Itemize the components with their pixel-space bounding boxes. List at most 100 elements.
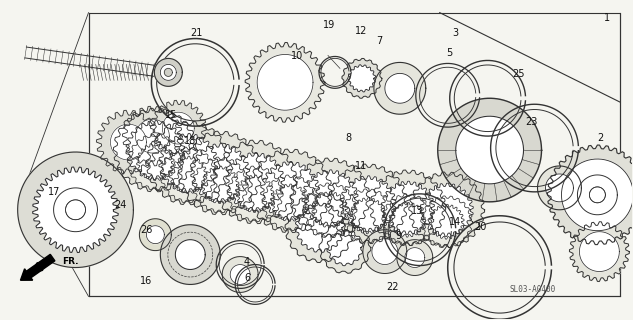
Polygon shape: [33, 167, 118, 252]
Circle shape: [257, 54, 313, 110]
Polygon shape: [429, 204, 464, 239]
Polygon shape: [382, 194, 434, 245]
Polygon shape: [438, 98, 541, 202]
Polygon shape: [342, 59, 382, 98]
Polygon shape: [350, 198, 386, 234]
Polygon shape: [319, 222, 371, 273]
Polygon shape: [160, 147, 216, 203]
Polygon shape: [159, 133, 218, 192]
Polygon shape: [577, 175, 617, 215]
Polygon shape: [546, 174, 573, 202]
Text: 6: 6: [244, 273, 250, 283]
Polygon shape: [151, 100, 206, 156]
Text: 22: 22: [386, 283, 399, 292]
Text: 4: 4: [244, 257, 250, 267]
Polygon shape: [146, 226, 165, 244]
Circle shape: [579, 232, 619, 271]
Bar: [89, 13, 620, 296]
Polygon shape: [370, 170, 446, 245]
FancyArrow shape: [20, 254, 55, 280]
Polygon shape: [179, 131, 262, 215]
Polygon shape: [589, 187, 605, 203]
Polygon shape: [192, 157, 248, 213]
Polygon shape: [222, 257, 258, 292]
Text: 21: 21: [191, 28, 203, 37]
Text: 20: 20: [475, 222, 487, 232]
Text: 15: 15: [165, 110, 177, 120]
Polygon shape: [122, 106, 182, 166]
Text: 8: 8: [345, 133, 351, 143]
Text: 26: 26: [140, 225, 152, 235]
Polygon shape: [341, 189, 395, 243]
Polygon shape: [391, 202, 425, 237]
Polygon shape: [126, 121, 185, 180]
Polygon shape: [227, 166, 283, 222]
Polygon shape: [146, 121, 230, 205]
Polygon shape: [127, 134, 184, 190]
Polygon shape: [340, 176, 396, 232]
Circle shape: [162, 112, 194, 144]
Polygon shape: [303, 183, 357, 236]
Polygon shape: [230, 265, 250, 284]
Polygon shape: [170, 156, 207, 194]
Text: 11: 11: [354, 161, 367, 172]
Polygon shape: [327, 229, 363, 266]
Polygon shape: [18, 152, 134, 268]
Polygon shape: [96, 110, 160, 174]
Polygon shape: [175, 240, 205, 269]
Circle shape: [110, 124, 146, 160]
Text: 18: 18: [184, 136, 196, 146]
Polygon shape: [54, 188, 97, 232]
Text: 19: 19: [323, 20, 335, 29]
Polygon shape: [272, 184, 309, 221]
Polygon shape: [548, 145, 633, 244]
Polygon shape: [285, 193, 355, 262]
Text: 9: 9: [396, 231, 402, 242]
Circle shape: [135, 119, 169, 153]
Polygon shape: [348, 65, 375, 92]
Text: 2: 2: [598, 133, 604, 143]
Text: 17: 17: [48, 187, 61, 197]
Polygon shape: [420, 183, 473, 236]
Text: SL03-A0400: SL03-A0400: [510, 285, 556, 294]
Circle shape: [561, 159, 633, 231]
Polygon shape: [213, 140, 297, 224]
Polygon shape: [248, 149, 332, 233]
Text: 14: 14: [449, 217, 461, 227]
Polygon shape: [290, 158, 370, 237]
Text: 13: 13: [411, 206, 423, 216]
Polygon shape: [374, 62, 426, 114]
Polygon shape: [363, 230, 407, 274]
Text: 12: 12: [354, 26, 367, 36]
Polygon shape: [421, 196, 473, 248]
Polygon shape: [137, 143, 174, 181]
Polygon shape: [302, 170, 358, 226]
Text: 7: 7: [377, 36, 383, 45]
Polygon shape: [409, 172, 485, 248]
Circle shape: [160, 64, 177, 80]
Polygon shape: [397, 240, 433, 276]
Circle shape: [154, 59, 182, 86]
Polygon shape: [139, 219, 172, 251]
Polygon shape: [113, 108, 197, 192]
Polygon shape: [191, 144, 249, 202]
Polygon shape: [160, 225, 220, 284]
Text: 23: 23: [525, 117, 537, 127]
Circle shape: [165, 68, 172, 76]
Polygon shape: [328, 164, 408, 244]
Text: FR.: FR.: [63, 257, 79, 266]
Polygon shape: [245, 43, 325, 122]
Polygon shape: [312, 192, 348, 228]
Polygon shape: [570, 222, 629, 282]
Polygon shape: [456, 116, 523, 184]
Polygon shape: [201, 166, 239, 204]
Polygon shape: [372, 239, 398, 265]
Text: 10: 10: [291, 52, 304, 61]
Polygon shape: [381, 181, 434, 235]
Text: 3: 3: [453, 28, 458, 37]
Polygon shape: [537, 166, 582, 210]
Polygon shape: [66, 200, 85, 220]
Text: 5: 5: [446, 48, 452, 58]
Text: 16: 16: [140, 276, 152, 286]
Polygon shape: [261, 162, 320, 220]
